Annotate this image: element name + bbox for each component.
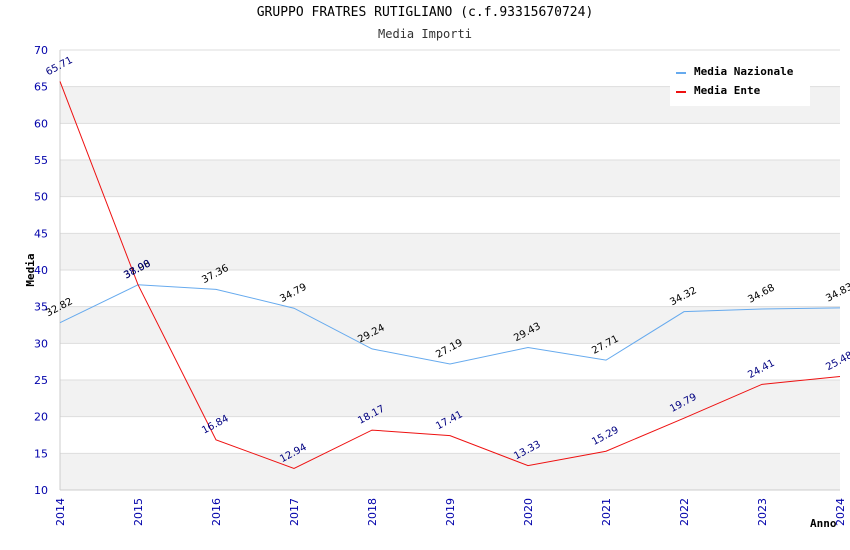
x-tick-label: 2021	[600, 498, 613, 526]
x-tick-label: 2014	[54, 498, 67, 526]
x-tick-labels: 2014 2015 2016 2017 2018 2019 2020 2021 2022 2023…	[54, 498, 847, 526]
legend-label-ente: Media Ente	[694, 84, 761, 97]
y-tick-label: 50	[34, 191, 48, 204]
y-tick-label: 40	[34, 264, 48, 277]
legend: Media Nazionale Media Ente	[670, 60, 810, 106]
chart-title: GRUPPO FRATRES RUTIGLIANO (c.f.933156707…	[256, 5, 594, 20]
data-label: 34.68	[746, 283, 776, 306]
y-axis-label: Media	[24, 253, 37, 286]
y-tick-label: 30	[34, 337, 48, 350]
x-tick-label: 2023	[756, 498, 769, 526]
x-axis-label: Anno	[810, 517, 837, 530]
x-tick-label: 2018	[366, 498, 379, 526]
grid-band	[60, 233, 840, 270]
y-tick-label: 10	[34, 484, 48, 497]
data-label: 15.29	[590, 425, 620, 448]
grid-band	[60, 306, 840, 344]
x-tick-label: 2020	[522, 498, 535, 526]
data-label: 24.41	[746, 358, 776, 381]
series-line-ente	[59, 81, 841, 469]
y-tick-label: 25	[34, 374, 48, 387]
y-tick-label: 60	[34, 117, 48, 130]
series-line-nazionale	[59, 284, 841, 365]
y-tick-label: 45	[34, 227, 48, 240]
y-tick-label: 35	[34, 301, 48, 314]
y-tick-labels: 10 15 20 25 30 35 40 45 50 55 60 65 70	[34, 44, 48, 497]
data-label: 34.32	[668, 285, 698, 308]
y-tick-label: 70	[34, 44, 48, 57]
data-label: 34.83	[824, 281, 850, 304]
chart-subtitle: Media Importi	[378, 27, 472, 41]
x-tick-label: 2022	[678, 498, 691, 526]
grid-band	[60, 160, 840, 197]
y-tick-label: 55	[34, 154, 48, 167]
grid-band	[60, 380, 840, 417]
grid-bands	[60, 86, 840, 490]
axes	[59, 50, 840, 491]
data-label: 65.71	[44, 55, 74, 78]
x-tick-label: 2017	[288, 498, 301, 526]
x-tick-label: 2015	[132, 498, 145, 526]
x-tick-label: 2019	[444, 498, 457, 526]
legend-label-nazionale: Media Nazionale	[694, 65, 794, 78]
y-tick-label: 20	[34, 411, 48, 424]
x-tick-label: 2016	[210, 498, 223, 526]
y-tick-label: 15	[34, 447, 48, 460]
data-label: 25.48	[824, 350, 850, 373]
legend-box	[670, 60, 810, 106]
grid-band	[60, 453, 840, 490]
data-label: 34.79	[278, 282, 308, 305]
x-tick-label: 2024	[834, 498, 847, 526]
series-lines	[59, 81, 841, 469]
y-tick-label: 65	[34, 81, 48, 94]
